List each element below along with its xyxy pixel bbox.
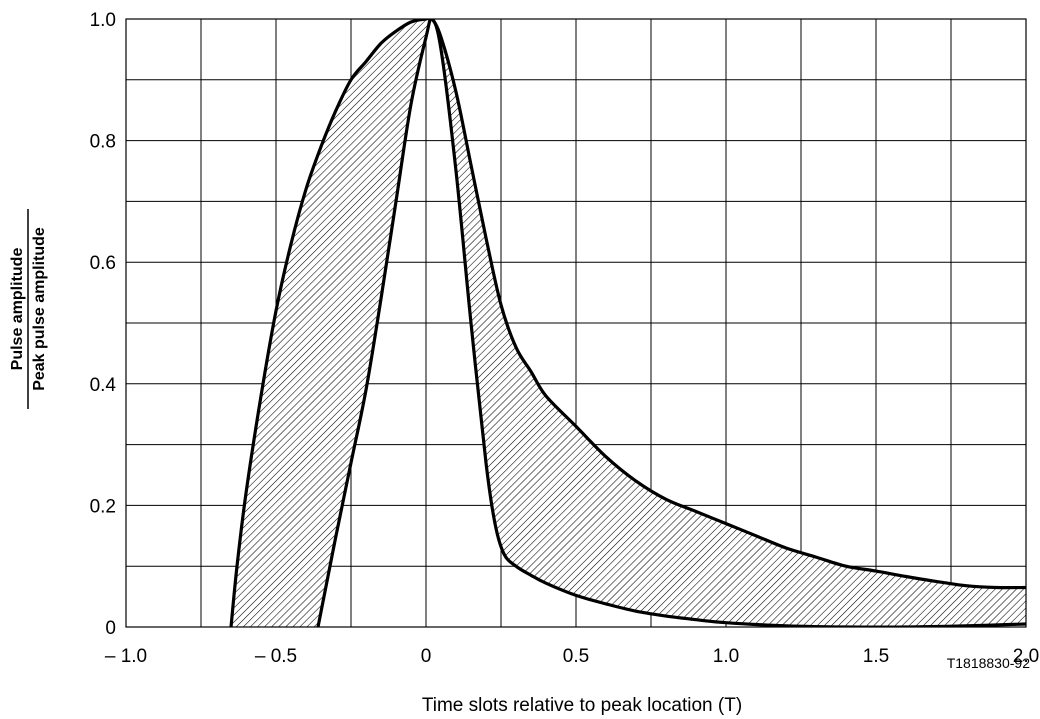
y-tick-label: 0.8 <box>90 132 116 153</box>
y-tick-label: 0.4 <box>90 375 117 396</box>
mask-hatched-region <box>231 19 1026 627</box>
y-tick-label: 0 <box>105 618 116 639</box>
y-tick-label: 0.2 <box>90 496 116 517</box>
x-tick-labels: – 1.0 – 0.5 0 0.5 1.0 1.5 2.0 <box>105 646 1039 667</box>
x-tick-label: 0.5 <box>563 646 589 667</box>
y-tick-label: 0.6 <box>90 253 116 274</box>
figure-reference: T1818830-92 <box>947 655 1031 671</box>
axes <box>125 18 1027 628</box>
y-tick-label: 1.0 <box>90 10 116 31</box>
x-tick-label: 1.0 <box>713 646 739 667</box>
x-tick-label: 2.0 <box>1013 646 1039 667</box>
mask-band <box>229 19 1026 627</box>
x-axis-label: Time slots relative to peak location (T) <box>422 695 742 716</box>
x-tick-label: 0 <box>421 646 432 667</box>
upper-limit-curve <box>229 19 1026 627</box>
x-tick-label: – 0.5 <box>255 646 297 667</box>
x-tick-label: 1.5 <box>863 646 889 667</box>
plot-frame <box>125 18 1027 628</box>
y-axis-label: Pulse amplitude Peak pulse amplitude <box>9 209 48 409</box>
y-axis-label-numerator: Pulse amplitude <box>9 248 26 371</box>
x-tick-label: – 1.0 <box>105 646 147 667</box>
lower-limit-curve <box>316 19 1026 627</box>
y-tick-labels: 0 0.2 0.4 0.6 0.8 1.0 <box>90 10 117 639</box>
y-axis-label-denominator: Peak pulse amplitude <box>31 227 48 391</box>
